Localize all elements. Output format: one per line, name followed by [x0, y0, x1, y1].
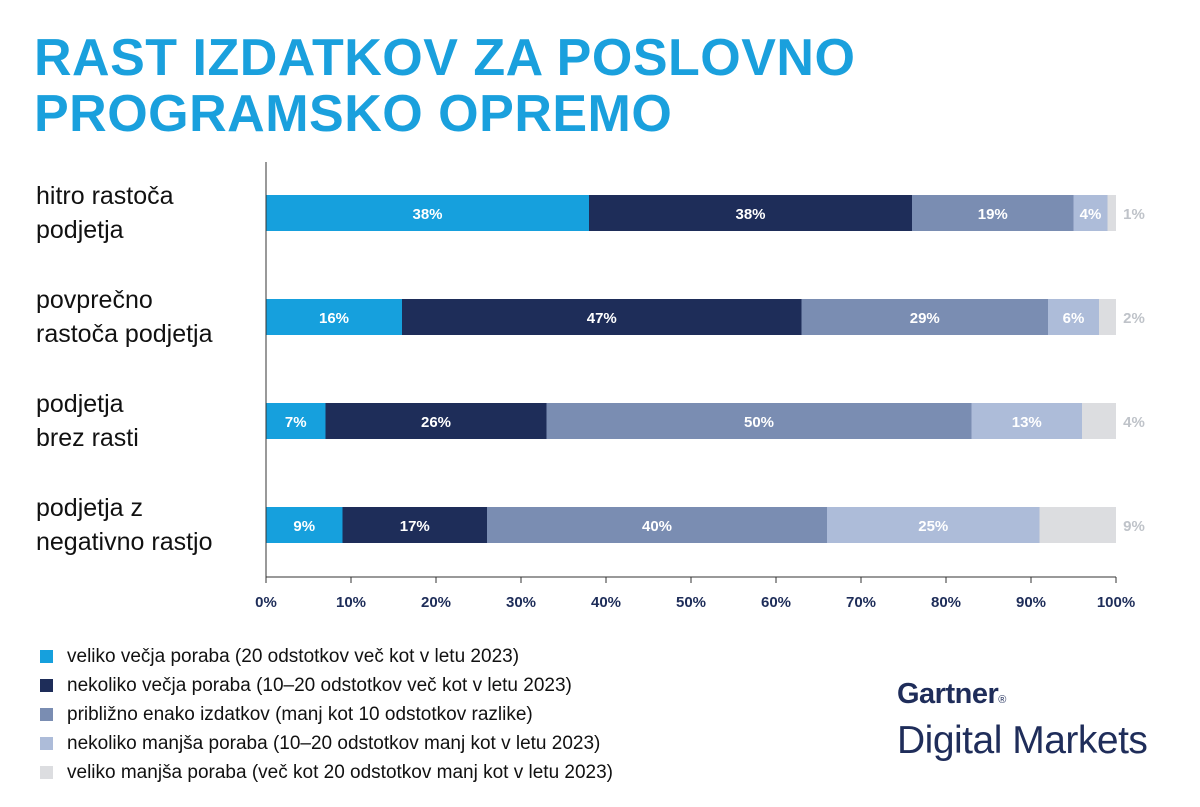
- category-label-line: podjetja: [36, 216, 124, 244]
- legend-swatch: [40, 679, 53, 692]
- bar-value-label: 19%: [978, 206, 1008, 223]
- brand-name: Gartner: [897, 678, 999, 710]
- x-tick-label: 100%: [1097, 594, 1135, 611]
- bar-segment: [912, 195, 1074, 231]
- x-tick-label: 50%: [676, 594, 706, 611]
- category-label-line: rastoča podjetja: [36, 320, 213, 348]
- bar-value-label-outside: 2%: [1123, 310, 1145, 327]
- bar-segment: [342, 507, 487, 543]
- stacked-bar-chart: 38% 38% 19% 4% 1% 16% 47% 29% 6% 2% 7% 26% 50% 13% 4% 9…: [255, 162, 1145, 611]
- category-label: hitro rastoča podjetja: [36, 179, 261, 247]
- bar-segment: [827, 507, 1040, 543]
- x-tick-label: 0%: [255, 594, 277, 611]
- bar-value-label: 9%: [293, 518, 315, 535]
- legend-item: veliko večja poraba (20 odstotkov več ko…: [40, 642, 613, 671]
- chart-title: RAST IZDATKOV ZA POSLOVNO PROGRAMSKO OPR…: [34, 30, 934, 142]
- bar-value-label: 25%: [918, 518, 948, 535]
- bar-value-label: 26%: [421, 414, 451, 431]
- category-label: podjetja z negativno rastjo: [36, 491, 261, 559]
- bar-value-label-outside: 1%: [1123, 206, 1145, 223]
- legend-label: približno enako izdatkov (manj kot 10 od…: [67, 703, 533, 725]
- category-label-line: podjetja: [36, 390, 124, 418]
- category-label-line: negativno rastjo: [36, 528, 213, 556]
- gartner-digital-markets-logo: Gartner® Digital Markets: [897, 676, 1148, 764]
- bar-value-label: 13%: [1012, 414, 1042, 431]
- bar-value-label: 50%: [744, 414, 774, 431]
- category-label: povprečno rastoča podjetja: [36, 283, 261, 351]
- legend-label: nekoliko večja poraba (10–20 odstotkov v…: [67, 674, 572, 696]
- bar-value-label-outside: 4%: [1123, 414, 1145, 431]
- bar-value-label: 16%: [319, 310, 349, 327]
- bar-segment: [325, 403, 547, 439]
- bar-segment: [1039, 507, 1116, 543]
- bar-segment: [1107, 195, 1116, 231]
- title-line-1: RAST IZDATKOV ZA POSLOVNO: [34, 29, 856, 87]
- x-tick-label: 10%: [336, 594, 366, 611]
- bar-value-label: 40%: [642, 518, 672, 535]
- x-tick-label: 20%: [421, 594, 451, 611]
- bar-segment: [266, 403, 326, 439]
- title-line-2: PROGRAMSKO OPREMO: [34, 85, 673, 143]
- legend-swatch: [40, 708, 53, 721]
- bar-value-label: 7%: [285, 414, 307, 431]
- bar-value-label: 47%: [587, 310, 617, 327]
- category-label-line: povprečno: [36, 286, 153, 314]
- bar-value-label: 38%: [735, 206, 765, 223]
- legend: veliko večja poraba (20 odstotkov več ko…: [40, 642, 613, 787]
- brand-registered-mark: ®: [998, 694, 1006, 706]
- bar-segment: [266, 299, 402, 335]
- category-label-line: hitro rastoča: [36, 182, 174, 210]
- bar-segment: [1048, 299, 1099, 335]
- x-tick-label: 80%: [931, 594, 961, 611]
- bar-segment: [266, 507, 343, 543]
- legend-swatch: [40, 766, 53, 779]
- legend-item: veliko manjša poraba (več kot 20 odstotk…: [40, 758, 613, 787]
- x-tick-label: 90%: [1016, 594, 1046, 611]
- bar-segment: [1073, 195, 1108, 231]
- bar-value-label: 38%: [412, 206, 442, 223]
- x-tick-label: 40%: [591, 594, 621, 611]
- bar-segment: [801, 299, 1048, 335]
- category-label-line: brez rasti: [36, 424, 139, 452]
- legend-swatch: [40, 737, 53, 750]
- bar-segment: [1082, 403, 1116, 439]
- legend-item: približno enako izdatkov (manj kot 10 od…: [40, 700, 613, 729]
- category-label: podjetja brez rasti: [36, 387, 261, 455]
- bar-segment: [1099, 299, 1116, 335]
- bar-value-label-outside: 9%: [1123, 518, 1145, 535]
- bar-value-label: 6%: [1063, 310, 1085, 327]
- bar-value-label: 4%: [1080, 206, 1102, 223]
- legend-item: nekoliko večja poraba (10–20 odstotkov v…: [40, 671, 613, 700]
- bar-value-label: 17%: [400, 518, 430, 535]
- bar-value-label: 29%: [910, 310, 940, 327]
- bar-segment: [546, 403, 972, 439]
- bar-segment: [487, 507, 827, 543]
- legend-swatch: [40, 650, 53, 663]
- x-tick-label: 70%: [846, 594, 876, 611]
- bar-segment: [402, 299, 802, 335]
- x-tick-label: 60%: [761, 594, 791, 611]
- bar-segment: [266, 195, 589, 231]
- legend-label: veliko manjša poraba (več kot 20 odstotk…: [67, 761, 614, 783]
- bar-segment: [971, 403, 1082, 439]
- x-tick-label: 30%: [506, 594, 536, 611]
- category-label-line: podjetja z: [36, 494, 144, 522]
- bar-segment: [589, 195, 912, 231]
- legend-item: nekoliko manjša poraba (10–20 odstotkov …: [40, 729, 613, 758]
- legend-label: veliko večja poraba (20 odstotkov več ko…: [67, 645, 520, 667]
- legend-label: nekoliko manjša poraba (10–20 odstotkov …: [67, 732, 601, 754]
- brand-product: Digital Markets: [897, 719, 1148, 762]
